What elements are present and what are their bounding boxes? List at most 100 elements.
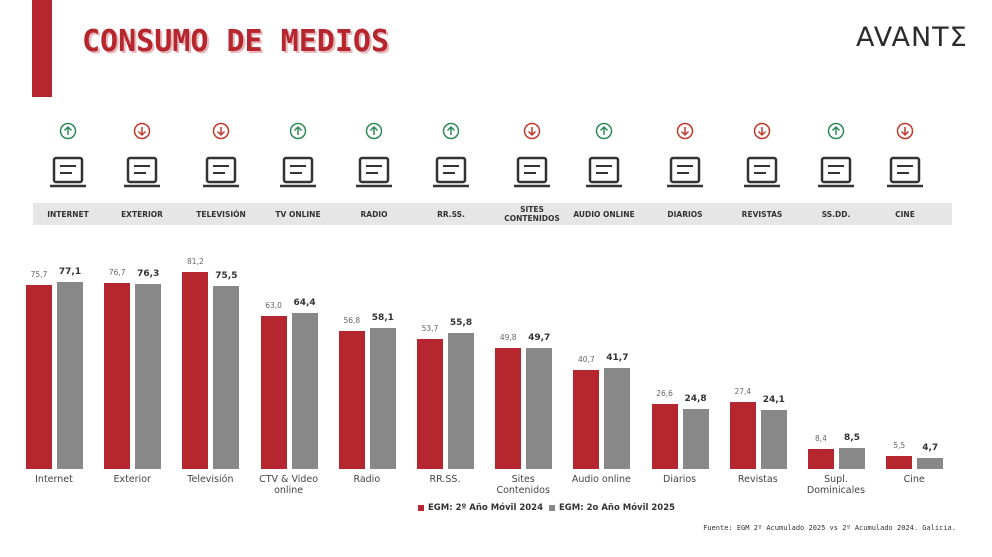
value-label: 56,8 — [343, 315, 361, 325]
bar — [886, 455, 913, 469]
bar — [495, 347, 522, 469]
label-band — [33, 203, 952, 225]
arrow-icon — [365, 122, 383, 140]
bar — [604, 367, 631, 469]
bar — [291, 312, 318, 469]
value-label: 76,3 — [137, 268, 160, 279]
value-label: 75,5 — [215, 270, 238, 281]
icon — [744, 156, 780, 188]
icon — [818, 156, 854, 188]
media-icon — [663, 152, 707, 192]
arrow-icon — [896, 122, 914, 140]
trend-arrow — [442, 122, 460, 140]
value-label: 8,4 — [815, 433, 827, 443]
media-icon — [199, 152, 243, 192]
bar — [260, 315, 287, 469]
media-icon — [46, 152, 90, 192]
bar — [369, 327, 396, 469]
legend-item: EGM: 2o Año Móvil 2025 — [549, 503, 675, 513]
media-icon — [120, 152, 164, 192]
x-tick-label: Revistas — [737, 474, 778, 485]
arrow-icon — [442, 122, 460, 140]
value-label: 55,8 — [449, 318, 473, 329]
value-label: 8,5 — [844, 433, 860, 444]
bar — [104, 282, 131, 469]
x-tick-label: Radio — [353, 474, 381, 485]
source: Fuente: EGM 2º Acumulado 2025 vs 2º Acum… — [703, 524, 956, 532]
legend-swatch — [418, 505, 424, 511]
trend-arrow — [289, 122, 307, 140]
bar — [213, 285, 240, 469]
bar — [839, 448, 865, 469]
accent-bar — [32, 0, 52, 97]
value-label: 24,1 — [762, 395, 785, 406]
legend-swatch — [549, 505, 555, 511]
media-label: REVISTAS — [741, 209, 783, 219]
x-tick-label: RR.SS. — [429, 474, 461, 485]
value-label: 63,0 — [265, 300, 282, 310]
trend-arrow — [523, 122, 541, 140]
x-tick-label: Cine — [903, 474, 925, 485]
bar — [573, 370, 600, 469]
media-label: DIARIOS — [667, 209, 703, 219]
bar — [338, 330, 365, 469]
value-label: 24,8 — [684, 393, 707, 404]
trend-arrow — [676, 122, 694, 140]
icon — [203, 156, 239, 188]
value-label: 53,7 — [421, 323, 439, 333]
value-label: 5,5 — [893, 440, 906, 450]
bar — [135, 283, 162, 469]
value-label: 76,7 — [108, 267, 126, 277]
media-label: SITES CONTENIDOS — [504, 205, 560, 223]
arrow-icon — [523, 122, 541, 140]
arrow-icon — [133, 122, 151, 140]
x-tick-label: Audio online — [571, 474, 631, 485]
media-label: AUDIO ONLINE — [573, 209, 635, 219]
media-icon — [582, 152, 626, 192]
x-tick-label: Televisión — [187, 474, 234, 485]
media-icon — [883, 152, 927, 192]
legend-label: EGM: 2o Año Móvil 2025 — [559, 503, 676, 513]
icon — [124, 156, 160, 188]
media-icon — [510, 152, 554, 192]
value-label: 49,7 — [528, 333, 551, 344]
icon — [887, 156, 923, 188]
media-label: EXTERIOR — [121, 209, 163, 219]
bar — [760, 410, 787, 469]
trend-arrow — [753, 122, 771, 140]
value-label: 4,7 — [922, 442, 939, 453]
bar — [526, 348, 553, 469]
trend-arrow — [212, 122, 230, 140]
trend-arrow — [59, 122, 77, 140]
media-icon — [814, 152, 858, 192]
media-icon — [740, 152, 784, 192]
media-icon — [276, 152, 320, 192]
value-label: 40,7 — [578, 355, 595, 365]
x-tick-label: Exterior — [113, 474, 151, 485]
value-label: 58,1 — [371, 312, 394, 323]
legend-item: EGM: 2º Año Móvil 2024 — [418, 503, 543, 513]
icon — [280, 156, 316, 188]
trend-arrow — [827, 122, 845, 140]
bar — [57, 281, 83, 469]
value-label: 49,8 — [499, 332, 517, 342]
legend-label: EGM: 2º Año Móvil 2024 — [428, 503, 543, 513]
value-label: 81,2 — [187, 256, 204, 266]
x-tick-label: Diarios — [663, 474, 697, 485]
bar — [808, 448, 834, 469]
arrow-icon — [595, 122, 613, 140]
value-label: 75,7 — [30, 270, 48, 280]
arrow-icon — [59, 122, 77, 140]
value-label: 41,7 — [606, 352, 629, 363]
trend-arrow — [365, 122, 383, 140]
value-label: 64,4 — [293, 297, 316, 308]
media-label: SS.DD. — [821, 209, 851, 219]
media-label: TELEVISIÓN — [196, 209, 246, 219]
media-icon — [429, 152, 473, 192]
bar — [182, 271, 209, 469]
icon — [356, 156, 392, 188]
x-tick-label: CTV & Video online — [259, 474, 319, 496]
title: CONSUMO DE MEDIOS — [82, 24, 390, 59]
media-label: RADIO — [360, 209, 388, 219]
trend-arrow — [595, 122, 613, 140]
